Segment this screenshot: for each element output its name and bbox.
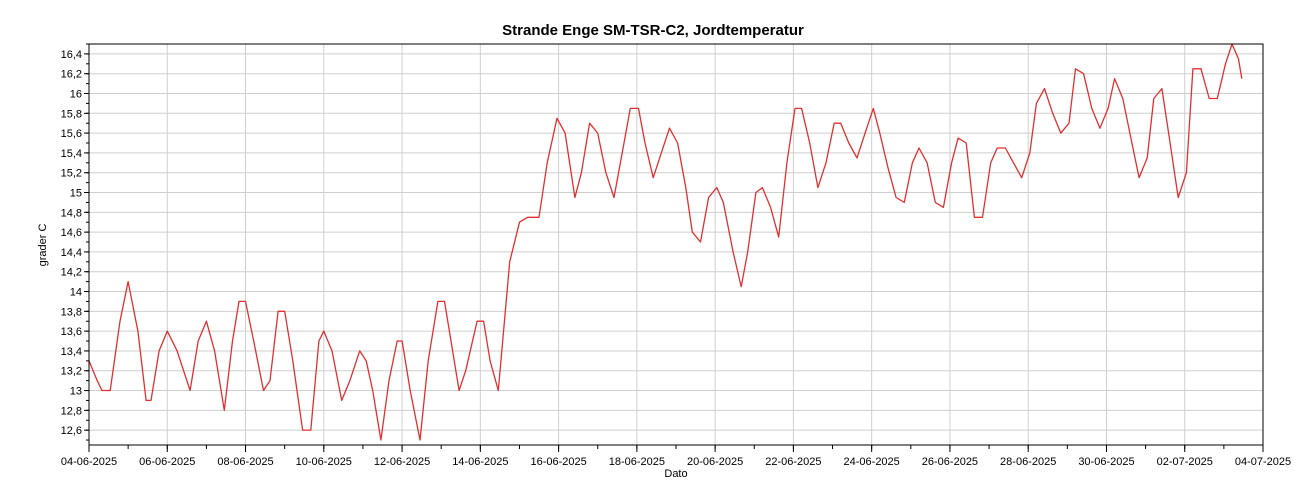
x-tick-label: 20-06-2025 — [687, 456, 743, 468]
y-tick-label: 14,6 — [61, 227, 82, 239]
x-tick-label: 04-07-2025 — [1235, 456, 1291, 468]
y-tick-label: 14 — [70, 287, 82, 299]
x-tick-label: 28-06-2025 — [1000, 456, 1056, 468]
y-tick-label: 14,8 — [61, 207, 82, 219]
y-tick-label: 13,2 — [61, 366, 82, 378]
x-tick-label: 24-06-2025 — [844, 456, 900, 468]
series-line — [88, 43, 1243, 441]
y-tick-label: 15,6 — [61, 128, 82, 140]
x-tick-label: 08-06-2025 — [217, 456, 273, 468]
y-tick-label: 13 — [70, 386, 82, 398]
y-tick-label: 14,2 — [61, 267, 82, 279]
x-tick-label: 10-06-2025 — [296, 456, 352, 468]
y-tick-label: 12,8 — [61, 405, 82, 417]
x-tick-label: 02-07-2025 — [1157, 456, 1213, 468]
y-tick-label: 12,6 — [61, 425, 82, 437]
x-tick-label: 30-06-2025 — [1078, 456, 1134, 468]
y-tick-label: 13,4 — [61, 346, 82, 358]
x-tick-label: 26-06-2025 — [922, 456, 978, 468]
x-tick-label: 22-06-2025 — [765, 456, 821, 468]
series-layer — [88, 43, 1243, 441]
x-tick-label: 18-06-2025 — [609, 456, 665, 468]
y-tick-label: 13,6 — [61, 326, 82, 338]
x-tick-label: 12-06-2025 — [374, 456, 430, 468]
x-axis-label: Dato — [664, 468, 687, 480]
y-tick-label: 14,4 — [61, 247, 82, 259]
y-tick-label: 15 — [70, 188, 82, 200]
x-tick-label: 04-06-2025 — [61, 456, 117, 468]
plot-frame — [88, 43, 1264, 446]
chart-title: Strande Enge SM-TSR-C2, Jordtemperatur — [502, 22, 804, 39]
y-tick-label: 15,4 — [61, 148, 82, 160]
y-tick-label: 13,8 — [61, 306, 82, 318]
y-tick-label: 15,2 — [61, 168, 82, 180]
y-tick-label: 16,2 — [61, 69, 82, 81]
x-tick-label: 06-06-2025 — [139, 456, 195, 468]
x-tick-label: 14-06-2025 — [452, 456, 508, 468]
gridlines — [88, 44, 1264, 445]
x-tick-label: 16-06-2025 — [530, 456, 586, 468]
axis-ticks: 04-06-2025 06-06-2025 08-06-2025 10-06-2025… — [61, 43, 1291, 468]
y-axis-label: grader C — [37, 224, 49, 267]
y-tick-label: 16 — [70, 89, 82, 101]
y-tick-label: 16,4 — [61, 49, 82, 61]
y-tick-label: 15,8 — [61, 108, 82, 120]
